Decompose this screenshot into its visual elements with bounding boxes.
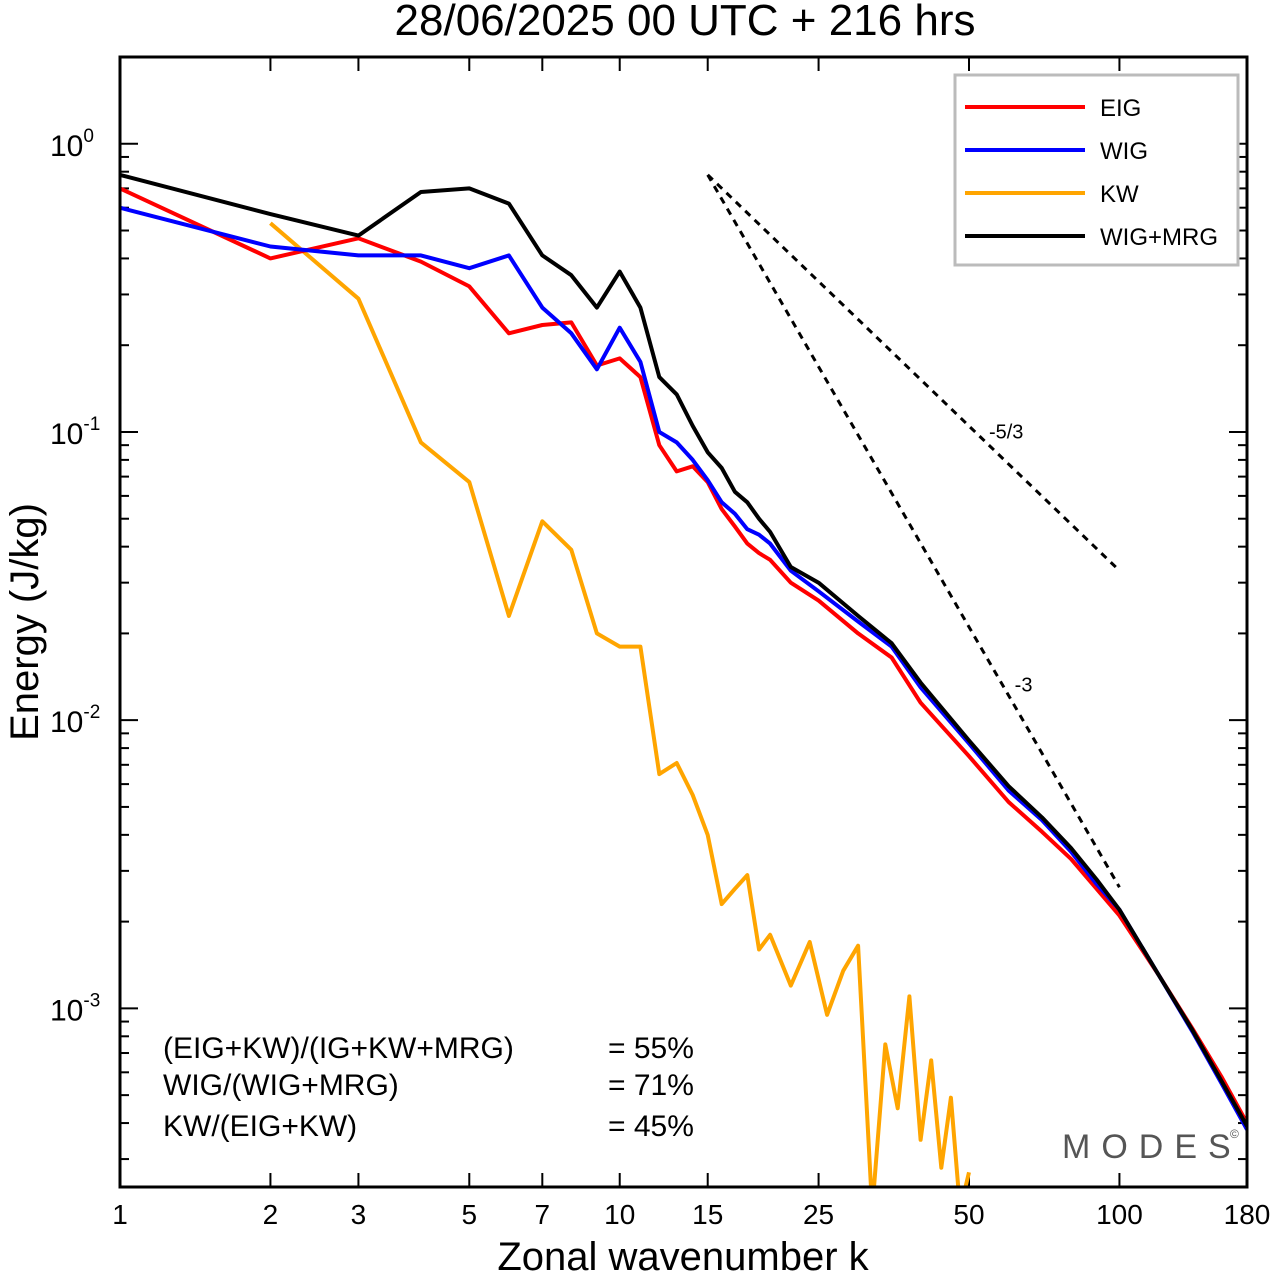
x-tick-label: 15 [692,1199,723,1230]
y-tick-label: 100 [50,126,94,163]
slope-line-five-thirds [706,173,1121,572]
x-tick-label: 25 [803,1199,834,1230]
legend-label-wig-mrg: WIG+MRG [1100,224,1218,251]
legend-label-eig: EIG [1100,95,1141,122]
x-tick-label: 2 [263,1199,279,1230]
legend: EIG WIG KW WIG+MRG [953,73,1240,267]
x-tick-label: 7 [535,1199,551,1230]
x-tick-label: 1 [112,1199,128,1230]
y-tick-base: 10 [50,130,83,163]
y-tick-exponent: -3 [83,990,100,1011]
x-tick-labels: 1 2 3 5 7 10 15 25 50 100 180 [112,1199,1270,1230]
ratio-annotations: (EIG+KW)/(IG+KW+MRG) = 55% WIG/(WIG+MRG)… [163,1032,694,1143]
slope-reference-lines: -5/3 -3 [706,173,1121,888]
brand-text: MODES [1062,1128,1242,1166]
y-tick-exponent: 0 [83,126,94,147]
y-tick-label: 10-3 [50,990,100,1027]
ratio-value-kw: = 45% [608,1110,694,1143]
brand-copyright-mark: © [1230,1127,1239,1141]
slope-label: -5/3 [989,421,1023,443]
modes-logo: MODES © [1062,1127,1242,1166]
slope-label: -3 [1015,674,1033,696]
ratio-value-eig-kw: = 55% [608,1032,694,1065]
chart-title: 28/06/2025 00 UTC + 216 hrs [395,0,976,45]
y-tick-exponent: -1 [83,414,100,435]
x-tick-label: 3 [351,1199,367,1230]
series-lines [120,172,1247,1187]
x-tick-label: 10 [604,1199,635,1230]
ratio-value-wig: = 71% [608,1069,694,1102]
x-axis-label: Zonal wavenumber k [497,1235,869,1279]
ratio-label-wig: WIG/(WIG+MRG) [163,1069,399,1102]
series-line-kw [269,221,971,1187]
legend-label-kw: KW [1100,181,1139,208]
series-line-wig [120,205,1247,1131]
y-tick-base: 10 [50,418,83,451]
x-tick-label: 180 [1224,1199,1271,1230]
y-tick-base: 10 [50,706,83,739]
y-tick-exponent: -2 [83,702,100,723]
y-tick-base: 10 [50,994,83,1027]
x-tick-label: 100 [1096,1199,1143,1230]
series-line-eig [120,186,1247,1125]
series-line-wig-mrg [120,172,1247,1128]
ratio-label-eig-kw: (EIG+KW)/(IG+KW+MRG) [163,1032,514,1065]
x-tick-label: 5 [461,1199,477,1230]
ratio-label-kw: KW/(EIG+KW) [163,1110,357,1143]
legend-label-wig: WIG [1100,138,1148,165]
x-tick-label: 50 [953,1199,984,1230]
y-tick-label: 10-1 [50,414,100,451]
plot-frame [118,55,1249,1189]
y-tick-label: 10-2 [50,702,100,739]
y-axis-label: Energy (J/kg) [3,503,47,741]
